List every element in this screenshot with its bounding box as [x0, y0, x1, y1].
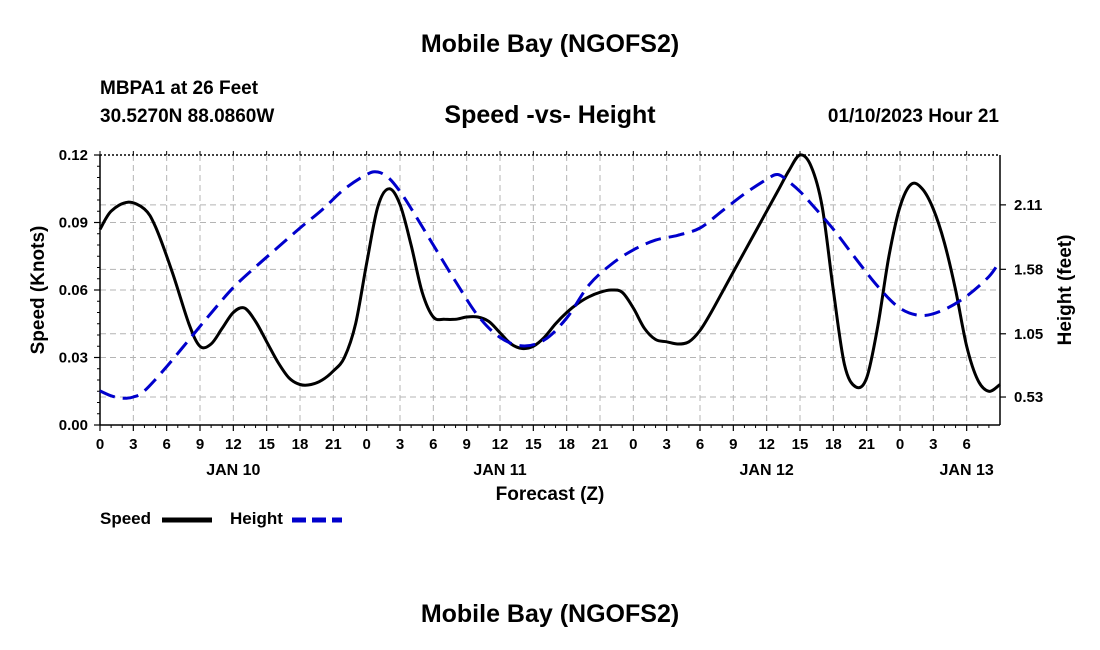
y-left-tick-label: 0.03	[59, 350, 88, 367]
x-tick-label: 3	[129, 436, 137, 453]
x-tick-label: 0	[629, 436, 637, 453]
x-tick-label: 12	[492, 436, 509, 453]
x-tick-label: 15	[525, 436, 542, 453]
x-tick-label: 0	[96, 436, 104, 453]
x-tick-label: 9	[729, 436, 737, 453]
y-right-tick-label: 1.05	[1014, 326, 1043, 343]
x-tick-label: 21	[325, 436, 342, 453]
y-right-tick-label: 0.53	[1014, 389, 1043, 406]
x-tick-label: 6	[429, 436, 437, 453]
x-tick-label: 9	[196, 436, 204, 453]
x-tick-label: 15	[258, 436, 275, 453]
x-tick-label: 0	[896, 436, 904, 453]
x-tick-label: 12	[758, 436, 775, 453]
y-left-tick-label: 0.06	[59, 282, 88, 299]
y-left-tick-label: 0.12	[59, 147, 88, 164]
x-tick-label: 3	[396, 436, 404, 453]
speed-series-line	[98, 153, 1001, 393]
x-tick-label: 3	[662, 436, 670, 453]
legend-height-label: Height	[230, 509, 283, 528]
y-left-axis-title: Speed (Knots)	[28, 226, 49, 355]
y-right-tick-label: 1.58	[1014, 261, 1043, 278]
x-tick-label: 18	[292, 436, 309, 453]
x-tick-label: 6	[696, 436, 704, 453]
chart-subtitle: Speed -vs- Height	[444, 101, 656, 129]
chart-title: Mobile Bay (NGOFS2)	[420, 30, 680, 58]
height-series-line	[99, 170, 1002, 400]
x-tick-label: 3	[929, 436, 937, 453]
date-label: JAN 12	[740, 462, 794, 479]
y-left-tick-label: 0.09	[59, 215, 88, 232]
x-tick-label: 15	[792, 436, 809, 453]
x-tick-label: 21	[858, 436, 875, 453]
y-right-tick-label: 2.11	[1014, 197, 1042, 214]
station-label: MBPA1 at 26 Feet	[100, 78, 259, 99]
x-tick-label: 18	[558, 436, 575, 453]
x-tick-label: 12	[225, 436, 242, 453]
station-coordinates: 30.5270N 88.0860W	[100, 106, 275, 127]
x-tick-label: 6	[162, 436, 170, 453]
x-tick-label: 9	[462, 436, 470, 453]
chart-title-bottom: Mobile Bay (NGOFS2)	[420, 600, 680, 628]
x-tick-label: 18	[825, 436, 842, 453]
y-right-axis-title: Height (feet)	[1055, 235, 1076, 346]
x-axis-title: Forecast (Z)	[496, 484, 605, 505]
date-label: JAN 10	[206, 462, 260, 479]
date-label: JAN 13	[940, 462, 994, 479]
legend-speed-label: Speed	[100, 509, 152, 528]
forecast-datetime: 01/10/2023 Hour 21	[827, 106, 999, 127]
x-tick-label: 6	[962, 436, 970, 453]
x-tick-label: 0	[362, 436, 370, 453]
date-label: JAN 11	[473, 462, 526, 479]
y-left-tick-label: 0.00	[59, 417, 88, 434]
x-tick-label: 21	[592, 436, 609, 453]
